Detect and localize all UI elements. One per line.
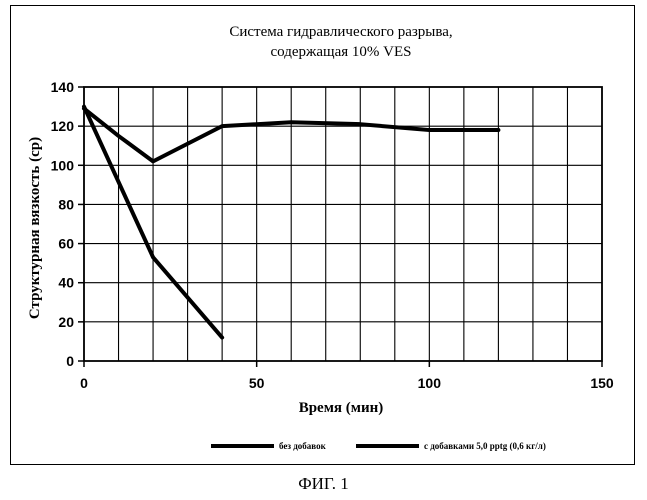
x-axis-title: Время (мин) bbox=[299, 400, 384, 416]
legend: без добавок с добавками 5,0 pptg (0,6 кг/… bbox=[211, 441, 546, 451]
y-tick-label: 40 bbox=[58, 275, 74, 291]
y-tick-label: 60 bbox=[58, 236, 74, 252]
grid bbox=[84, 87, 602, 361]
chart-title-line-2: содержащая 10% VES bbox=[271, 44, 412, 60]
x-tick-label: 50 bbox=[249, 375, 265, 391]
legend-label-1: без добавок bbox=[279, 441, 327, 451]
chart-frame: Система гидравлического разрыва, содержа… bbox=[10, 5, 635, 465]
y-tick-label: 20 bbox=[58, 314, 74, 330]
figure-caption: ФИГ. 1 bbox=[0, 474, 647, 494]
y-tick-label: 80 bbox=[58, 196, 74, 212]
chart-title-line-1: Система гидравлического разрыва, bbox=[229, 24, 452, 40]
y-tick-label: 0 bbox=[66, 353, 74, 369]
y-tick-label: 140 bbox=[51, 79, 75, 95]
x-tick-label: 0 bbox=[80, 375, 88, 391]
axes bbox=[78, 87, 602, 367]
y-tick-label: 100 bbox=[51, 157, 75, 173]
x-tick-label: 100 bbox=[418, 375, 442, 391]
line-chart: Система гидравлического разрыва, содержа… bbox=[11, 6, 636, 466]
x-tick-label: 150 bbox=[590, 375, 614, 391]
plot-area-border bbox=[84, 87, 602, 361]
legend-label-2: с добавками 5,0 pptg (0,6 кг/л) bbox=[424, 441, 546, 451]
y-axis-title: Структурная вязкость (ср) bbox=[27, 137, 43, 319]
y-tick-label: 120 bbox=[51, 118, 75, 134]
